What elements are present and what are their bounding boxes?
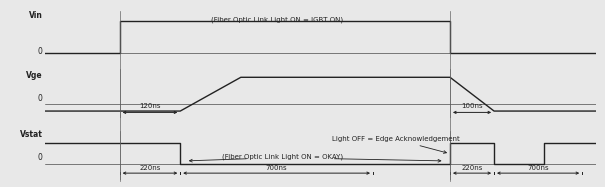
Text: (Fiber Optic Link Light ON = IGBT ON): (Fiber Optic Link Light ON = IGBT ON) <box>211 17 342 23</box>
Text: 0: 0 <box>38 94 42 103</box>
Text: Vge: Vge <box>26 70 42 79</box>
Text: 120ns: 120ns <box>139 103 161 109</box>
Text: 0: 0 <box>38 153 42 162</box>
Text: 0: 0 <box>38 47 42 56</box>
Text: Vin: Vin <box>29 11 42 20</box>
Text: 220ns: 220ns <box>139 165 161 171</box>
Text: 220ns: 220ns <box>462 165 483 171</box>
Text: 700ns: 700ns <box>528 165 549 171</box>
Text: 700ns: 700ns <box>266 165 287 171</box>
Text: Vstat: Vstat <box>20 130 42 139</box>
Text: Light OFF = Edge Acknowledgement: Light OFF = Edge Acknowledgement <box>332 136 459 153</box>
Text: (Fiber Optic Link Light ON = OKAY): (Fiber Optic Link Light ON = OKAY) <box>221 153 342 160</box>
Text: 100ns: 100ns <box>461 103 483 109</box>
